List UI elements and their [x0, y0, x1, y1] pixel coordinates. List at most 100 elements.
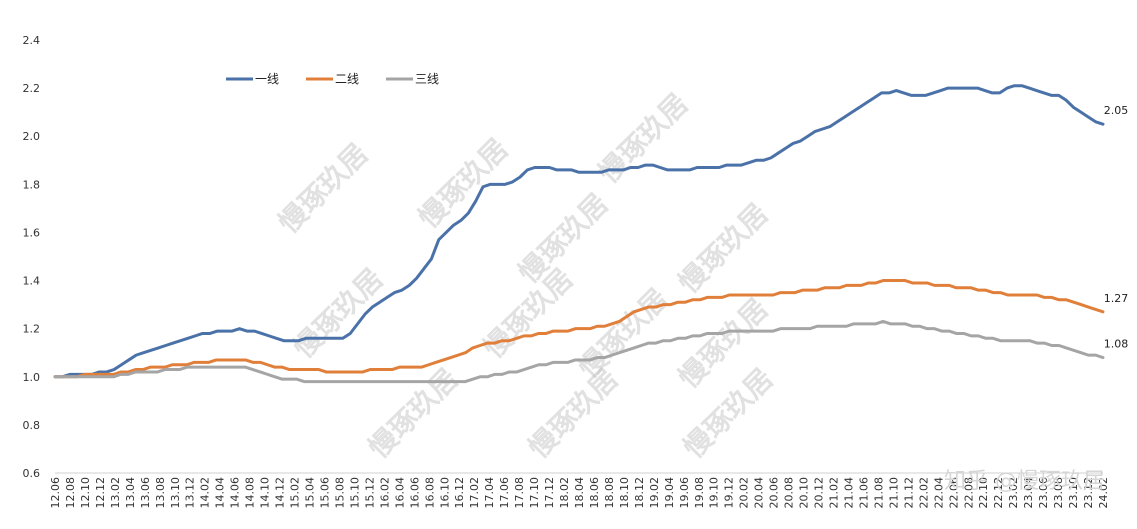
x-tick-label: 21.12: [902, 477, 915, 509]
watermark-text: 慢琢玖居: [522, 362, 625, 465]
x-tick-label: 17.12: [543, 477, 556, 509]
end-labels: 2.05 1.27 1.08: [1104, 104, 1129, 350]
x-tick-label: 19.10: [708, 477, 721, 509]
x-tick-label: 21.10: [887, 477, 900, 509]
x-tick-label: 24.02: [1097, 477, 1110, 509]
x-tick-label: 23.02: [1007, 477, 1020, 509]
y-axis: 0.6 0.8 1.0 1.2 1.4 1.6 1.8 2.0 2.2 2.4: [23, 34, 41, 480]
x-tick-label: 15.06: [318, 477, 331, 509]
series-end-label: 2.05: [1104, 104, 1129, 117]
x-tick-label: 23.06: [1037, 477, 1050, 509]
series-end-label: 1.27: [1104, 292, 1129, 305]
x-tick-label: 19.04: [663, 477, 676, 509]
y-tick-label: 1.2: [23, 323, 41, 336]
x-tick-label: 18.06: [588, 477, 601, 509]
x-tick-label: 16.02: [378, 477, 391, 509]
y-tick-label: 2.0: [23, 130, 41, 143]
x-tick-label: 21.08: [872, 477, 885, 509]
x-tick-label: 14.06: [229, 477, 242, 509]
y-tick-label: 1.8: [23, 178, 41, 191]
watermark-text: 慢琢玖居: [287, 262, 390, 365]
x-tick-label: 18.10: [618, 477, 631, 509]
x-tick-label: 14.04: [214, 477, 227, 509]
x-tick-label: 17.04: [483, 477, 496, 509]
x-tick-label: 15.08: [333, 477, 346, 509]
x-tick-label: 13.02: [109, 477, 122, 509]
x-tick-label: 17.08: [513, 477, 526, 509]
x-tick-label: 18.08: [603, 477, 616, 509]
x-tick-label: 16.04: [393, 477, 406, 509]
series-end-label: 1.08: [1104, 338, 1129, 351]
x-tick-label: 19.06: [678, 477, 691, 509]
x-tick-label: 21.04: [842, 477, 855, 509]
x-tick-label: 18.02: [558, 477, 571, 509]
x-tick-label: 14.08: [244, 477, 257, 509]
x-tick-label: 22.04: [932, 477, 945, 509]
x-tick-label: 12.06: [49, 477, 62, 509]
series-layer: [53, 84, 1105, 384]
x-tick-label: 13.06: [139, 477, 152, 509]
x-tick-label: 23.10: [1067, 477, 1080, 509]
x-tick-label: 16.06: [408, 477, 421, 509]
x-tick-label: 19.12: [723, 477, 736, 509]
x-tick-label: 14.02: [199, 477, 212, 509]
x-tick-label: 22.10: [977, 477, 990, 509]
x-tick-label: 15.04: [304, 477, 317, 509]
x-tick-label: 20.08: [783, 477, 796, 509]
x-tick-label: 13.12: [184, 477, 197, 509]
x-tick-label: 12.12: [94, 477, 107, 509]
x-tick-label: 17.02: [468, 477, 481, 509]
x-tick-label: 18.04: [573, 477, 586, 509]
x-tick-label: 13.04: [124, 477, 137, 509]
watermark-text: 慢琢玖居: [592, 87, 695, 190]
y-tick-label: 0.6: [23, 467, 41, 480]
y-tick-label: 2.4: [23, 34, 41, 47]
watermark-text: 慢琢玖居: [672, 197, 775, 300]
x-tick-label: 14.10: [259, 477, 272, 509]
y-tick-label: 1.4: [23, 275, 41, 288]
x-tick-label: 12.10: [79, 477, 92, 509]
y-tick-label: 0.8: [23, 419, 41, 432]
x-tick-label: 21.06: [857, 477, 870, 509]
x-tick-label: 20.12: [813, 477, 826, 509]
legend-label: 一线: [255, 72, 279, 86]
series-line-2: [53, 279, 1105, 379]
watermark-text: 慢琢玖居: [362, 362, 465, 465]
x-tick-label: 16.12: [453, 477, 466, 509]
x-tick-label: 23.12: [1082, 477, 1095, 509]
x-tick-label: 23.08: [1052, 477, 1065, 509]
x-tick-label: 20.02: [738, 477, 751, 509]
x-tick-label: 12.08: [64, 477, 77, 509]
x-tick-label: 15.10: [348, 477, 361, 509]
x-tick-label: 13.10: [169, 477, 182, 509]
x-tick-label: 17.06: [498, 477, 511, 509]
x-tick-label: 13.08: [154, 477, 167, 509]
series-line-1: [53, 84, 1105, 379]
x-tick-label: 22.02: [917, 477, 930, 509]
x-tick-label: 16.10: [438, 477, 451, 509]
x-axis: 12.06 12.08 12.10 12.12 13.02 13.04 13.06 13.08…: [49, 472, 1110, 509]
x-tick-label: 20.04: [753, 477, 766, 509]
x-tick-label: 20.10: [798, 477, 811, 509]
x-tick-label: 23.04: [1022, 477, 1035, 509]
x-tick-label: 17.10: [528, 477, 541, 509]
x-tick-label: 22.12: [992, 477, 1005, 509]
x-tick-label: 20.06: [768, 477, 781, 509]
x-tick-label: 22.08: [962, 477, 975, 509]
x-tick-label: 22.06: [947, 477, 960, 509]
legend-label: 三线: [415, 72, 439, 86]
watermark-text: 慢琢玖居: [572, 282, 675, 385]
y-tick-label: 1.0: [23, 371, 41, 384]
x-tick-label: 18.12: [633, 477, 646, 509]
x-tick-label: 21.02: [828, 477, 841, 509]
x-tick-label: 14.12: [274, 477, 287, 509]
y-tick-label: 2.2: [23, 82, 41, 95]
x-tick-label: 19.08: [693, 477, 706, 509]
series-line-3: [53, 319, 1105, 384]
legend-label: 二线: [335, 72, 359, 86]
legend: 一线 二线 三线: [226, 72, 439, 86]
x-tick-label: 19.02: [648, 477, 661, 509]
x-tick-label: 15.12: [363, 477, 376, 509]
